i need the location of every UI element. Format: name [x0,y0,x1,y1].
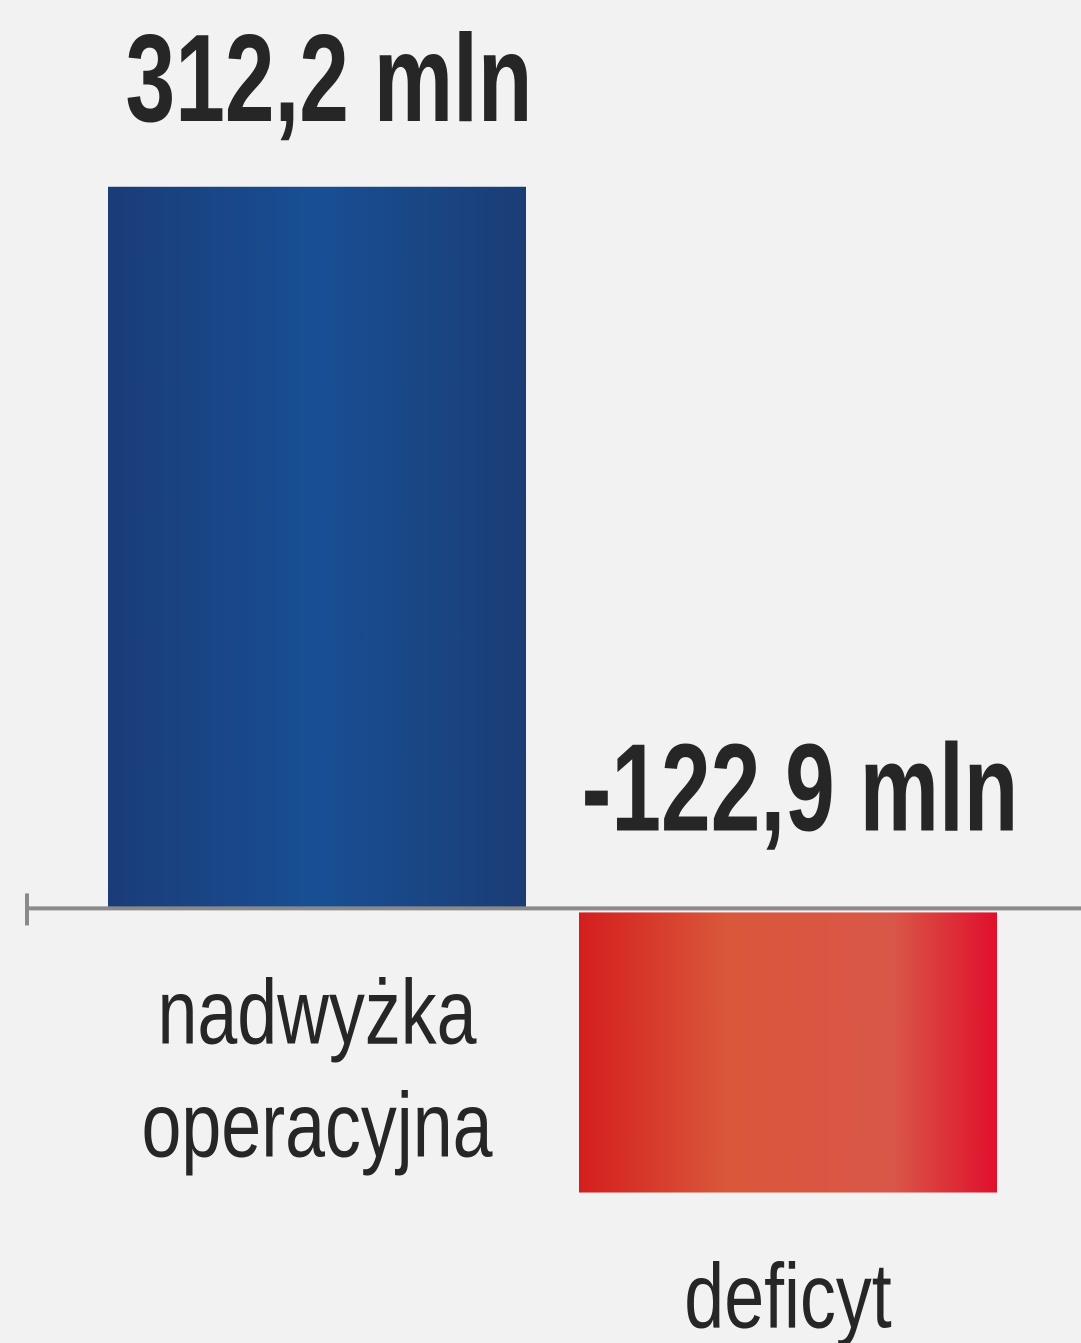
bar [579,912,997,1193]
category-label: deficyt [684,1245,891,1343]
value-label: 312,2 mln [126,8,533,147]
value-label: -122,9 mln [582,718,1019,857]
bar [108,186,526,909]
category-label: nadwyżka operacyjna [141,961,492,1177]
